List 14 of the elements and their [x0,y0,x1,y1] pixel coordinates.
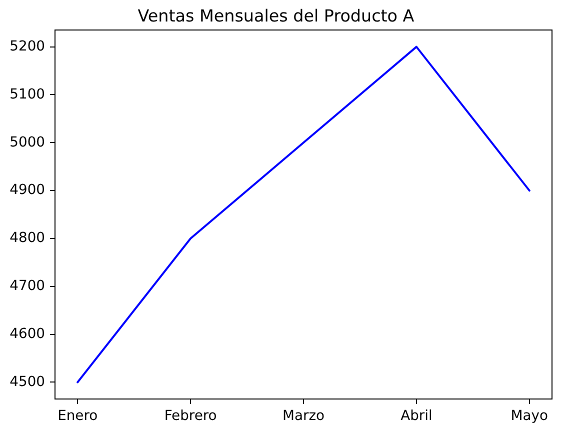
y-tick-label: 4500 [10,374,45,390]
chart-title: Ventas Mensuales del Producto A [138,5,415,26]
y-tick-label: 5000 [10,134,45,150]
y-tick-label: 4700 [10,278,45,294]
y-tick-label: 4800 [10,230,45,246]
x-tick-label: Febrero [164,408,217,424]
x-tick-label: Enero [58,408,98,424]
x-tick-label: Mayo [510,408,548,424]
y-tick-label: 4600 [10,326,45,342]
y-tick-label: 5100 [10,86,45,102]
x-tick-label: Abril [400,408,432,424]
x-tick-label: Marzo [282,408,324,424]
y-tick-label: 5200 [10,38,45,54]
y-tick-label: 4900 [10,182,45,198]
